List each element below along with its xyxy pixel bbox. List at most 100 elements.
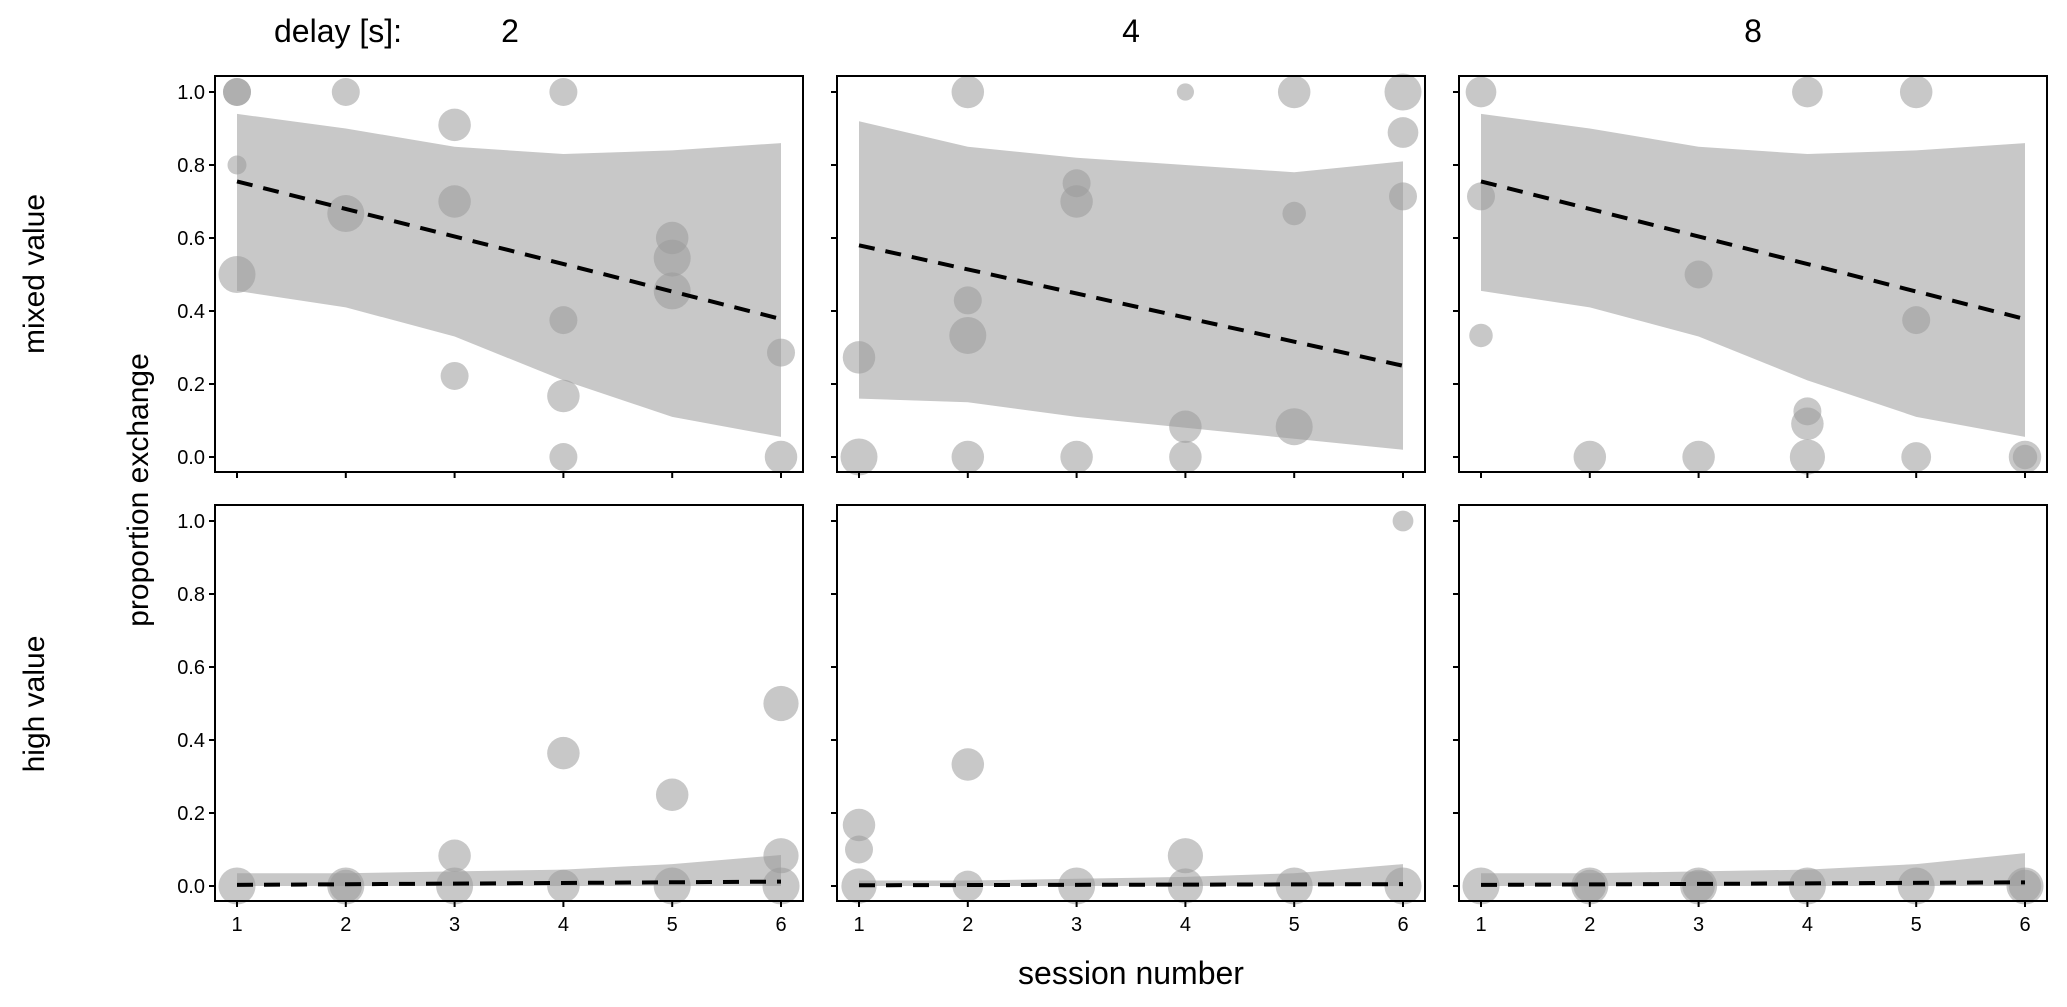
confidence-ribbon <box>237 854 781 886</box>
data-point <box>223 78 251 106</box>
data-point <box>842 808 876 842</box>
data-point <box>845 835 873 864</box>
x-tick-label: 1 <box>1475 914 1486 936</box>
data-point <box>547 869 580 903</box>
panel-mixed-value-delay-8 <box>1453 75 2048 478</box>
data-point <box>327 195 365 233</box>
x-tick-label: 3 <box>1071 914 1082 936</box>
data-point <box>1387 117 1419 148</box>
data-point <box>1167 838 1203 874</box>
data-point <box>1462 867 1500 905</box>
data-point <box>1169 440 1202 474</box>
fit-line <box>1480 880 2026 887</box>
data-point <box>1792 76 1823 108</box>
panel-high-value-delay-2: 0.0 0.2 0.4 0.6 0.8 1.0 1 2 3 4 5 6 <box>177 504 804 936</box>
y-tick-label: 0.6 <box>177 657 205 679</box>
confidence-ribbon <box>859 864 1403 886</box>
data-point <box>1467 182 1495 211</box>
data-point <box>218 867 256 905</box>
data-point <box>653 272 691 310</box>
data-point <box>1392 510 1414 532</box>
data-point <box>1384 73 1422 111</box>
x-tick-label: 4 <box>1180 914 1191 936</box>
panel-frame <box>214 504 804 902</box>
data-point <box>1791 407 1824 441</box>
data-point <box>1682 440 1715 474</box>
x-tick-label: 5 <box>1911 914 1922 936</box>
data-point <box>949 316 987 354</box>
x-tick-label: 2 <box>1584 914 1595 936</box>
column-label-2: 2 <box>501 13 519 49</box>
data-point <box>1899 75 1933 109</box>
fit-line <box>236 879 782 887</box>
data-point <box>436 867 474 905</box>
x-tick-label: 3 <box>1693 914 1704 936</box>
x-tick-label: 3 <box>449 914 460 936</box>
data-point <box>227 155 247 175</box>
data-point <box>842 341 876 374</box>
data-point <box>549 443 578 471</box>
confidence-ribbon <box>237 113 781 437</box>
x-tick-label: 4 <box>558 914 569 936</box>
data-point <box>763 685 799 722</box>
x-axis-label: session number <box>1018 955 1244 991</box>
x-tick-label: 1 <box>231 914 242 936</box>
x-tick-label: 6 <box>775 914 786 936</box>
fit-line <box>858 243 1404 368</box>
panel-mixed-value-delay-4 <box>831 73 1426 478</box>
y-tick-label: 0.2 <box>177 374 205 396</box>
data-point <box>2012 444 2038 470</box>
data-point <box>1897 867 1935 905</box>
data-point <box>2008 869 2042 903</box>
column-label-4: 4 <box>1122 13 1140 49</box>
data-point <box>440 361 469 390</box>
data-point <box>1060 185 1093 218</box>
y-tick-label: 0.8 <box>177 584 205 606</box>
data-point <box>1788 867 1826 905</box>
data-point <box>547 736 580 770</box>
data-point <box>1389 182 1417 211</box>
data-point <box>1573 440 1607 474</box>
data-point <box>764 440 798 474</box>
panel-mixed-value-delay-2: 0.0 0.2 0.4 0.6 0.8 1.0 <box>177 75 804 478</box>
confidence-ribbon <box>1481 853 2025 886</box>
y-tick-label: 1.0 <box>177 82 205 104</box>
data-point <box>438 839 471 872</box>
data-point <box>1465 76 1497 108</box>
panel-frame <box>836 75 1426 473</box>
data-point <box>767 338 795 367</box>
y-tick-label: 1.0 <box>177 511 205 533</box>
fit-line <box>236 179 782 321</box>
column-label-8: 8 <box>1744 13 1762 49</box>
data-point <box>1282 201 1306 226</box>
data-point <box>1060 440 1093 474</box>
panel-frame <box>214 75 804 473</box>
data-point <box>1469 323 1493 348</box>
data-point <box>762 867 800 905</box>
data-point <box>951 748 985 781</box>
data-point <box>1902 306 1931 335</box>
data-point <box>951 75 985 109</box>
data-point <box>549 306 578 335</box>
data-point <box>438 185 471 218</box>
data-point <box>1275 408 1313 446</box>
data-point <box>549 78 578 106</box>
fit-line <box>1480 179 2026 321</box>
data-point <box>951 440 985 474</box>
x-tick-label: 6 <box>2019 914 2030 936</box>
panel-high-value-delay-8: 1 2 3 4 5 6 <box>1453 504 2048 936</box>
y-axis-label: proportion exchange <box>122 353 155 627</box>
x-tick-label: 1 <box>853 914 864 936</box>
facet-label: delay [s]: <box>274 13 402 49</box>
y-tick-label: 0.2 <box>177 803 205 825</box>
confidence-ribbon <box>859 121 1403 450</box>
panel-frame <box>1458 75 2048 473</box>
panel-high-value-delay-4: 1 2 3 4 5 6 <box>831 504 1426 936</box>
data-point <box>1277 75 1311 109</box>
y-tick-label: 0.8 <box>177 155 205 177</box>
data-point <box>953 286 982 315</box>
x-tick-label: 5 <box>1289 914 1300 936</box>
data-point <box>218 256 256 293</box>
data-point <box>1789 439 1825 475</box>
data-point <box>1176 83 1194 101</box>
